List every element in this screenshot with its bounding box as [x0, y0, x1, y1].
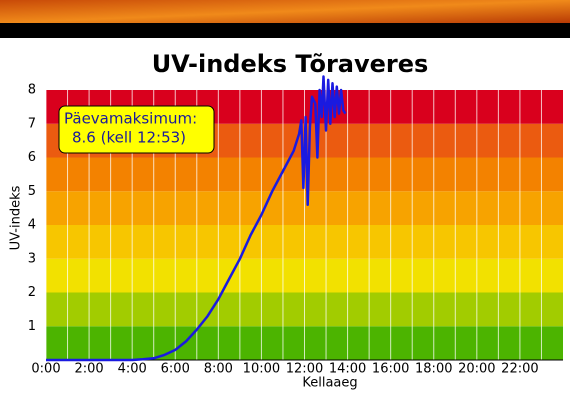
x-tick-label: 20:00: [458, 362, 495, 377]
annotation-box: [58, 105, 215, 154]
y-tick-label: 4: [28, 218, 36, 233]
annotation: Päevamaksimum:8.6 (kell 12:53): [58, 105, 215, 154]
y-tick-label: 7: [28, 116, 36, 131]
x-tick-label: 6:00: [161, 362, 190, 377]
y-tick-label: 5: [28, 184, 36, 199]
x-tick-label: 12:00: [286, 362, 323, 377]
y-tick-label: 6: [28, 150, 36, 165]
x-axis-label: Kellaaeg: [302, 376, 357, 391]
x-tick-label: 0:00: [31, 362, 60, 377]
y-tick-label: 2: [28, 285, 36, 300]
x-tick-label: 10:00: [243, 362, 280, 377]
uv-line: [46, 75, 347, 362]
header-image: [0, 0, 570, 23]
x-tick-label: 4:00: [118, 362, 147, 377]
x-tick-label: 14:00: [329, 362, 366, 377]
x-tick-label: 22:00: [501, 362, 538, 377]
x-tick-label: 8:00: [204, 362, 233, 377]
y-tick-label: 3: [28, 251, 36, 266]
x-tick-label: 2:00: [74, 362, 103, 377]
chart-title: UV-indeks Tõraveres: [152, 50, 429, 78]
x-tick-label: 18:00: [415, 362, 452, 377]
y-tick-label: 1: [28, 319, 36, 334]
x-tick-label: 16:00: [372, 362, 409, 377]
y-tick-label: 8: [28, 83, 36, 98]
annotation-text: 8.6 (kell 12:53): [72, 129, 186, 147]
header-bar: [0, 23, 570, 38]
annotation-text: Päevamaksimum:: [64, 110, 197, 128]
y-axis-label: UV-indeks: [9, 185, 24, 250]
